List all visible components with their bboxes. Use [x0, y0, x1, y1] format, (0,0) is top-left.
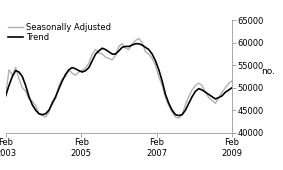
Trend [227, 89, 230, 91]
Seasonally Adjusted [40, 115, 44, 117]
Seasonally Adjusted [134, 40, 137, 42]
Trend [40, 114, 44, 116]
Trend [184, 109, 187, 111]
Trend [134, 43, 137, 45]
Seasonally Adjusted [47, 111, 51, 113]
Seasonally Adjusted [227, 82, 230, 84]
Line: Trend: Trend [6, 44, 232, 116]
Legend: Seasonally Adjusted, Trend: Seasonally Adjusted, Trend [7, 22, 112, 43]
Trend [177, 115, 181, 117]
Y-axis label: no.: no. [261, 67, 275, 76]
Seasonally Adjusted [137, 37, 141, 39]
Trend [47, 109, 51, 111]
Seasonally Adjusted [4, 95, 7, 97]
Seasonally Adjusted [184, 104, 187, 106]
Seasonally Adjusted [21, 87, 24, 89]
Trend [137, 43, 141, 45]
Trend [230, 87, 234, 89]
Trend [4, 95, 7, 97]
Seasonally Adjusted [230, 80, 234, 82]
Seasonally Adjusted [177, 117, 181, 119]
Line: Seasonally Adjusted: Seasonally Adjusted [6, 38, 232, 118]
Trend [21, 75, 24, 78]
